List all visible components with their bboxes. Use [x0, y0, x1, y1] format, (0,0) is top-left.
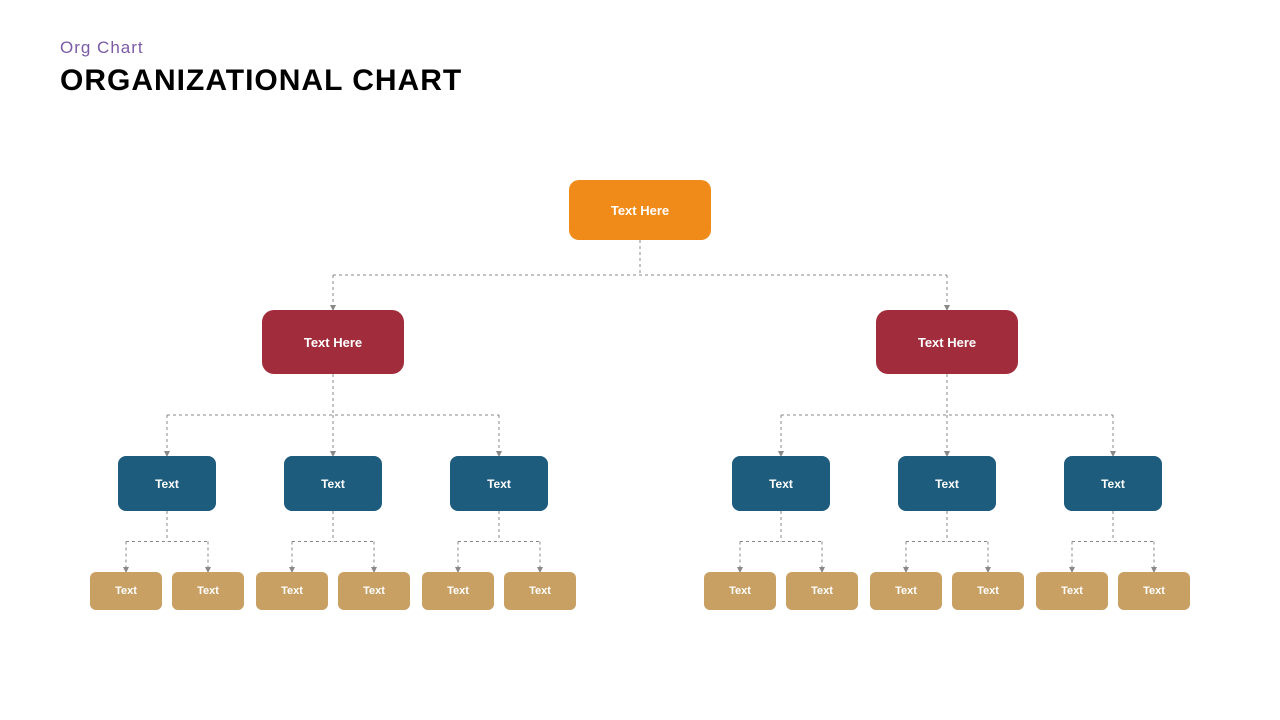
org-node-l2b: Text Here: [876, 310, 1018, 374]
org-node-label: Text: [769, 477, 793, 491]
org-node-label: Text: [363, 585, 385, 597]
page-subtitle: Org Chart: [60, 38, 462, 58]
org-node-l3c: Text: [450, 456, 548, 511]
connectors-layer: [0, 180, 1280, 700]
org-node-label: Text: [1061, 585, 1083, 597]
org-node-label: Text Here: [304, 335, 362, 350]
org-node-l3b: Text: [284, 456, 382, 511]
org-node-l4h: Text: [786, 572, 858, 610]
org-node-l4e: Text: [422, 572, 494, 610]
header: Org Chart ORGANIZATIONAL CHART: [60, 38, 462, 98]
org-node-root: Text Here: [569, 180, 711, 240]
org-node-label: Text: [155, 477, 179, 491]
org-node-label: Text: [1101, 477, 1125, 491]
org-node-l4k: Text: [1036, 572, 1108, 610]
org-node-l3f: Text: [1064, 456, 1162, 511]
org-node-label: Text: [529, 585, 551, 597]
org-node-l4j: Text: [952, 572, 1024, 610]
org-node-label: Text: [281, 585, 303, 597]
org-node-l4d: Text: [338, 572, 410, 610]
org-node-l4l: Text: [1118, 572, 1190, 610]
org-node-l4c: Text: [256, 572, 328, 610]
org-node-l4b: Text: [172, 572, 244, 610]
org-node-l3e: Text: [898, 456, 996, 511]
org-node-l4i: Text: [870, 572, 942, 610]
org-node-label: Text: [197, 585, 219, 597]
org-node-l4g: Text: [704, 572, 776, 610]
org-node-l2a: Text Here: [262, 310, 404, 374]
org-node-label: Text: [321, 477, 345, 491]
org-node-l4a: Text: [90, 572, 162, 610]
org-node-label: Text: [811, 585, 833, 597]
org-node-label: Text: [115, 585, 137, 597]
org-node-l4f: Text: [504, 572, 576, 610]
org-node-label: Text: [977, 585, 999, 597]
org-node-label: Text Here: [611, 203, 669, 218]
page-title: ORGANIZATIONAL CHART: [60, 64, 462, 98]
org-node-label: Text: [447, 585, 469, 597]
org-node-label: Text: [935, 477, 959, 491]
org-node-label: Text: [895, 585, 917, 597]
org-node-l3a: Text: [118, 456, 216, 511]
org-node-label: Text Here: [918, 335, 976, 350]
org-node-l3d: Text: [732, 456, 830, 511]
org-chart: Text Here Text Here Text Here Text Text Text T…: [0, 180, 1280, 700]
org-node-label: Text: [729, 585, 751, 597]
org-node-label: Text: [487, 477, 511, 491]
org-node-label: Text: [1143, 585, 1165, 597]
